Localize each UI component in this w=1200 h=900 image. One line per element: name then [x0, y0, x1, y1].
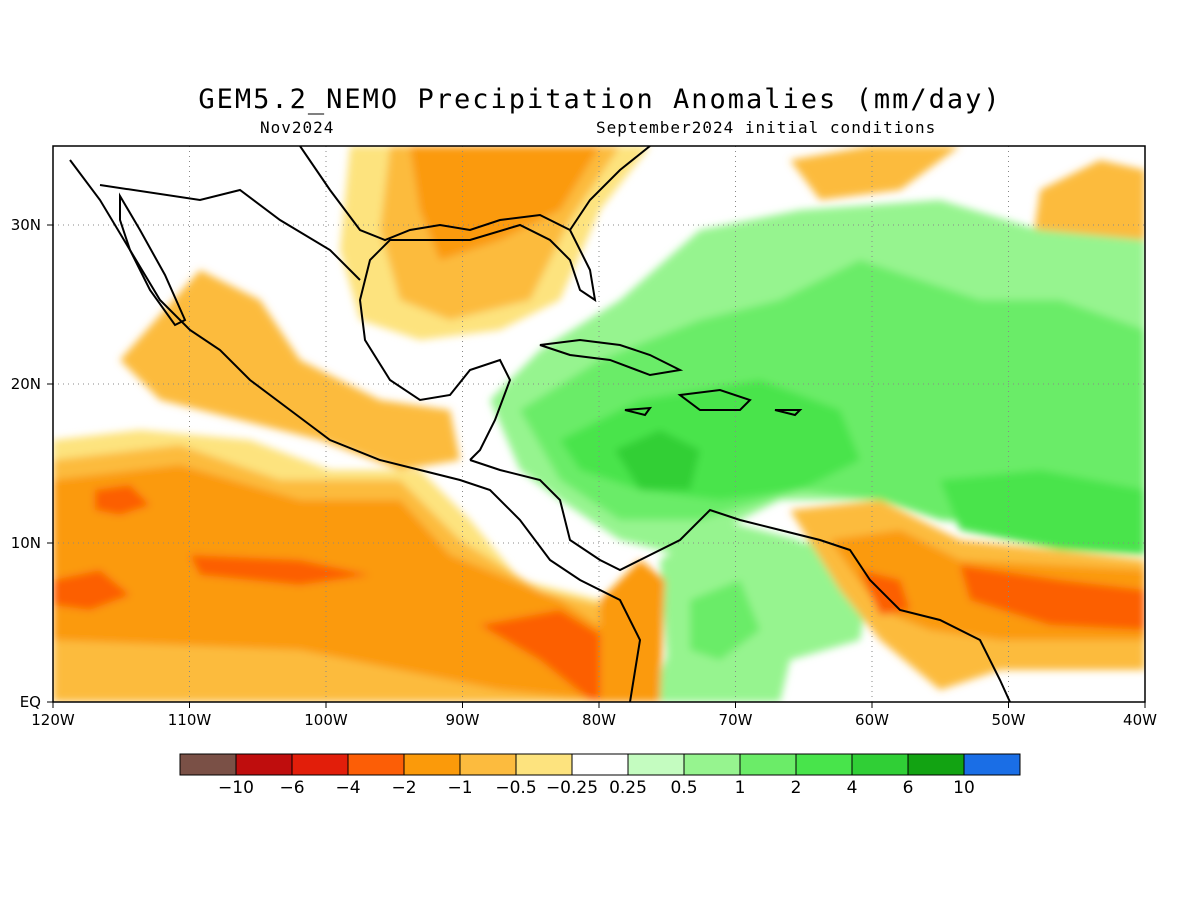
pacific-strong-dry-3 — [53, 570, 130, 610]
south-america-wet — [660, 520, 850, 702]
gulf-coast — [299, 146, 597, 461]
colorbar-label: 0.25 — [609, 778, 647, 798]
pacific-dry-core — [53, 465, 620, 702]
pacific-strong-dry-1 — [95, 485, 150, 515]
colorbar-swatch — [347, 753, 405, 776]
colorbar-swatch — [627, 753, 685, 776]
lon-tick-label: 100W — [304, 711, 348, 729]
puerto-rico — [774, 409, 803, 417]
colorbar-label: 1 — [735, 778, 746, 798]
south-america-coast — [639, 508, 1011, 702]
colorbar-swatch — [291, 753, 349, 776]
lon-tick-label: 60W — [855, 711, 889, 729]
gridlines — [53, 146, 1145, 702]
lon-tick-label: 120W — [31, 711, 75, 729]
jamaica — [624, 406, 653, 417]
atlantic-wet-east — [940, 470, 1145, 555]
lon-tick-label: 90W — [446, 711, 480, 729]
anomaly-fields — [53, 146, 1145, 702]
lat-tick-label: 10N — [11, 534, 41, 552]
colorbar-label: 10 — [953, 778, 975, 798]
colorbar-label: 4 — [847, 778, 858, 798]
colorbar-swatch — [851, 753, 909, 776]
central-america-isthmus — [469, 459, 641, 572]
colorbar-swatch — [515, 753, 573, 776]
initial-conditions: September2024 initial conditions — [596, 118, 937, 137]
colorbar-label: −0.5 — [495, 778, 536, 798]
longitude-labels: 120W 110W 100W 90W 80W 70W 60W 50W 40W — [31, 711, 1157, 729]
lat-tick-label: 20N — [11, 375, 41, 393]
colorbar-label: −0.25 — [546, 778, 598, 798]
colorbar-labels: −10 −6 −4 −2 −1 −0.5 −0.25 0.25 0.5 1 2 4 6 10 — [218, 778, 975, 798]
pacific-strong-dry-4 — [480, 610, 620, 700]
baja-california — [119, 192, 187, 327]
colorbar-label: −6 — [279, 778, 304, 798]
colorbar-label: −2 — [391, 778, 416, 798]
gulf-dry-core — [410, 146, 600, 260]
colorbar-label: −1 — [447, 778, 472, 798]
mexico-pacific-coast — [69, 159, 642, 702]
colorbar-swatch — [459, 753, 517, 776]
lon-tick-label: 110W — [168, 711, 212, 729]
lat-tick-label: EQ — [20, 693, 41, 711]
colorbar-swatch — [907, 753, 965, 776]
colorbar-swatch — [403, 753, 461, 776]
atlantic-strong-dry — [960, 565, 1145, 630]
colorbar-swatch — [795, 753, 853, 776]
lon-tick-label: 50W — [992, 711, 1026, 729]
colorbar-swatch — [235, 753, 293, 776]
colorbar-swatch — [571, 753, 629, 776]
caribbean-wet-strong — [615, 430, 700, 490]
colorbar-label: 0.5 — [670, 778, 697, 798]
axis-ticks — [47, 224, 1146, 708]
colorbar-swatch — [963, 753, 1021, 776]
colorbar-label: 2 — [791, 778, 802, 798]
colorbar-label: −10 — [218, 778, 254, 798]
colorbar — [179, 753, 1021, 776]
colorbar-swatch — [683, 753, 741, 776]
cuba — [539, 338, 684, 377]
lon-tick-label: 40W — [1123, 711, 1157, 729]
map-title: GEM5.2_NEMO Precipitation Anomalies (mm/… — [198, 84, 1002, 115]
colombia-dry — [600, 560, 665, 702]
south-america-wet-core — [690, 580, 760, 660]
latitude-labels: EQ 10N 20N 30N — [11, 216, 41, 711]
lat-tick-label: 30N — [11, 216, 41, 234]
hispaniola — [677, 388, 752, 411]
lon-tick-label: 80W — [582, 711, 616, 729]
lon-tick-label: 70W — [719, 711, 753, 729]
colorbar-label: −4 — [335, 778, 360, 798]
us-mexico-border — [99, 184, 361, 281]
colorbar-label: 6 — [903, 778, 914, 798]
forecast-month: Nov2024 — [260, 118, 335, 137]
coastlines — [69, 146, 1011, 702]
mexico-dry — [120, 270, 460, 470]
colorbar-swatch — [739, 753, 797, 776]
us-east-coast — [569, 146, 651, 231]
atlantic-north-dry — [790, 146, 960, 200]
colorbar-swatch — [179, 753, 237, 776]
pacific-strong-dry-2 — [190, 555, 370, 585]
